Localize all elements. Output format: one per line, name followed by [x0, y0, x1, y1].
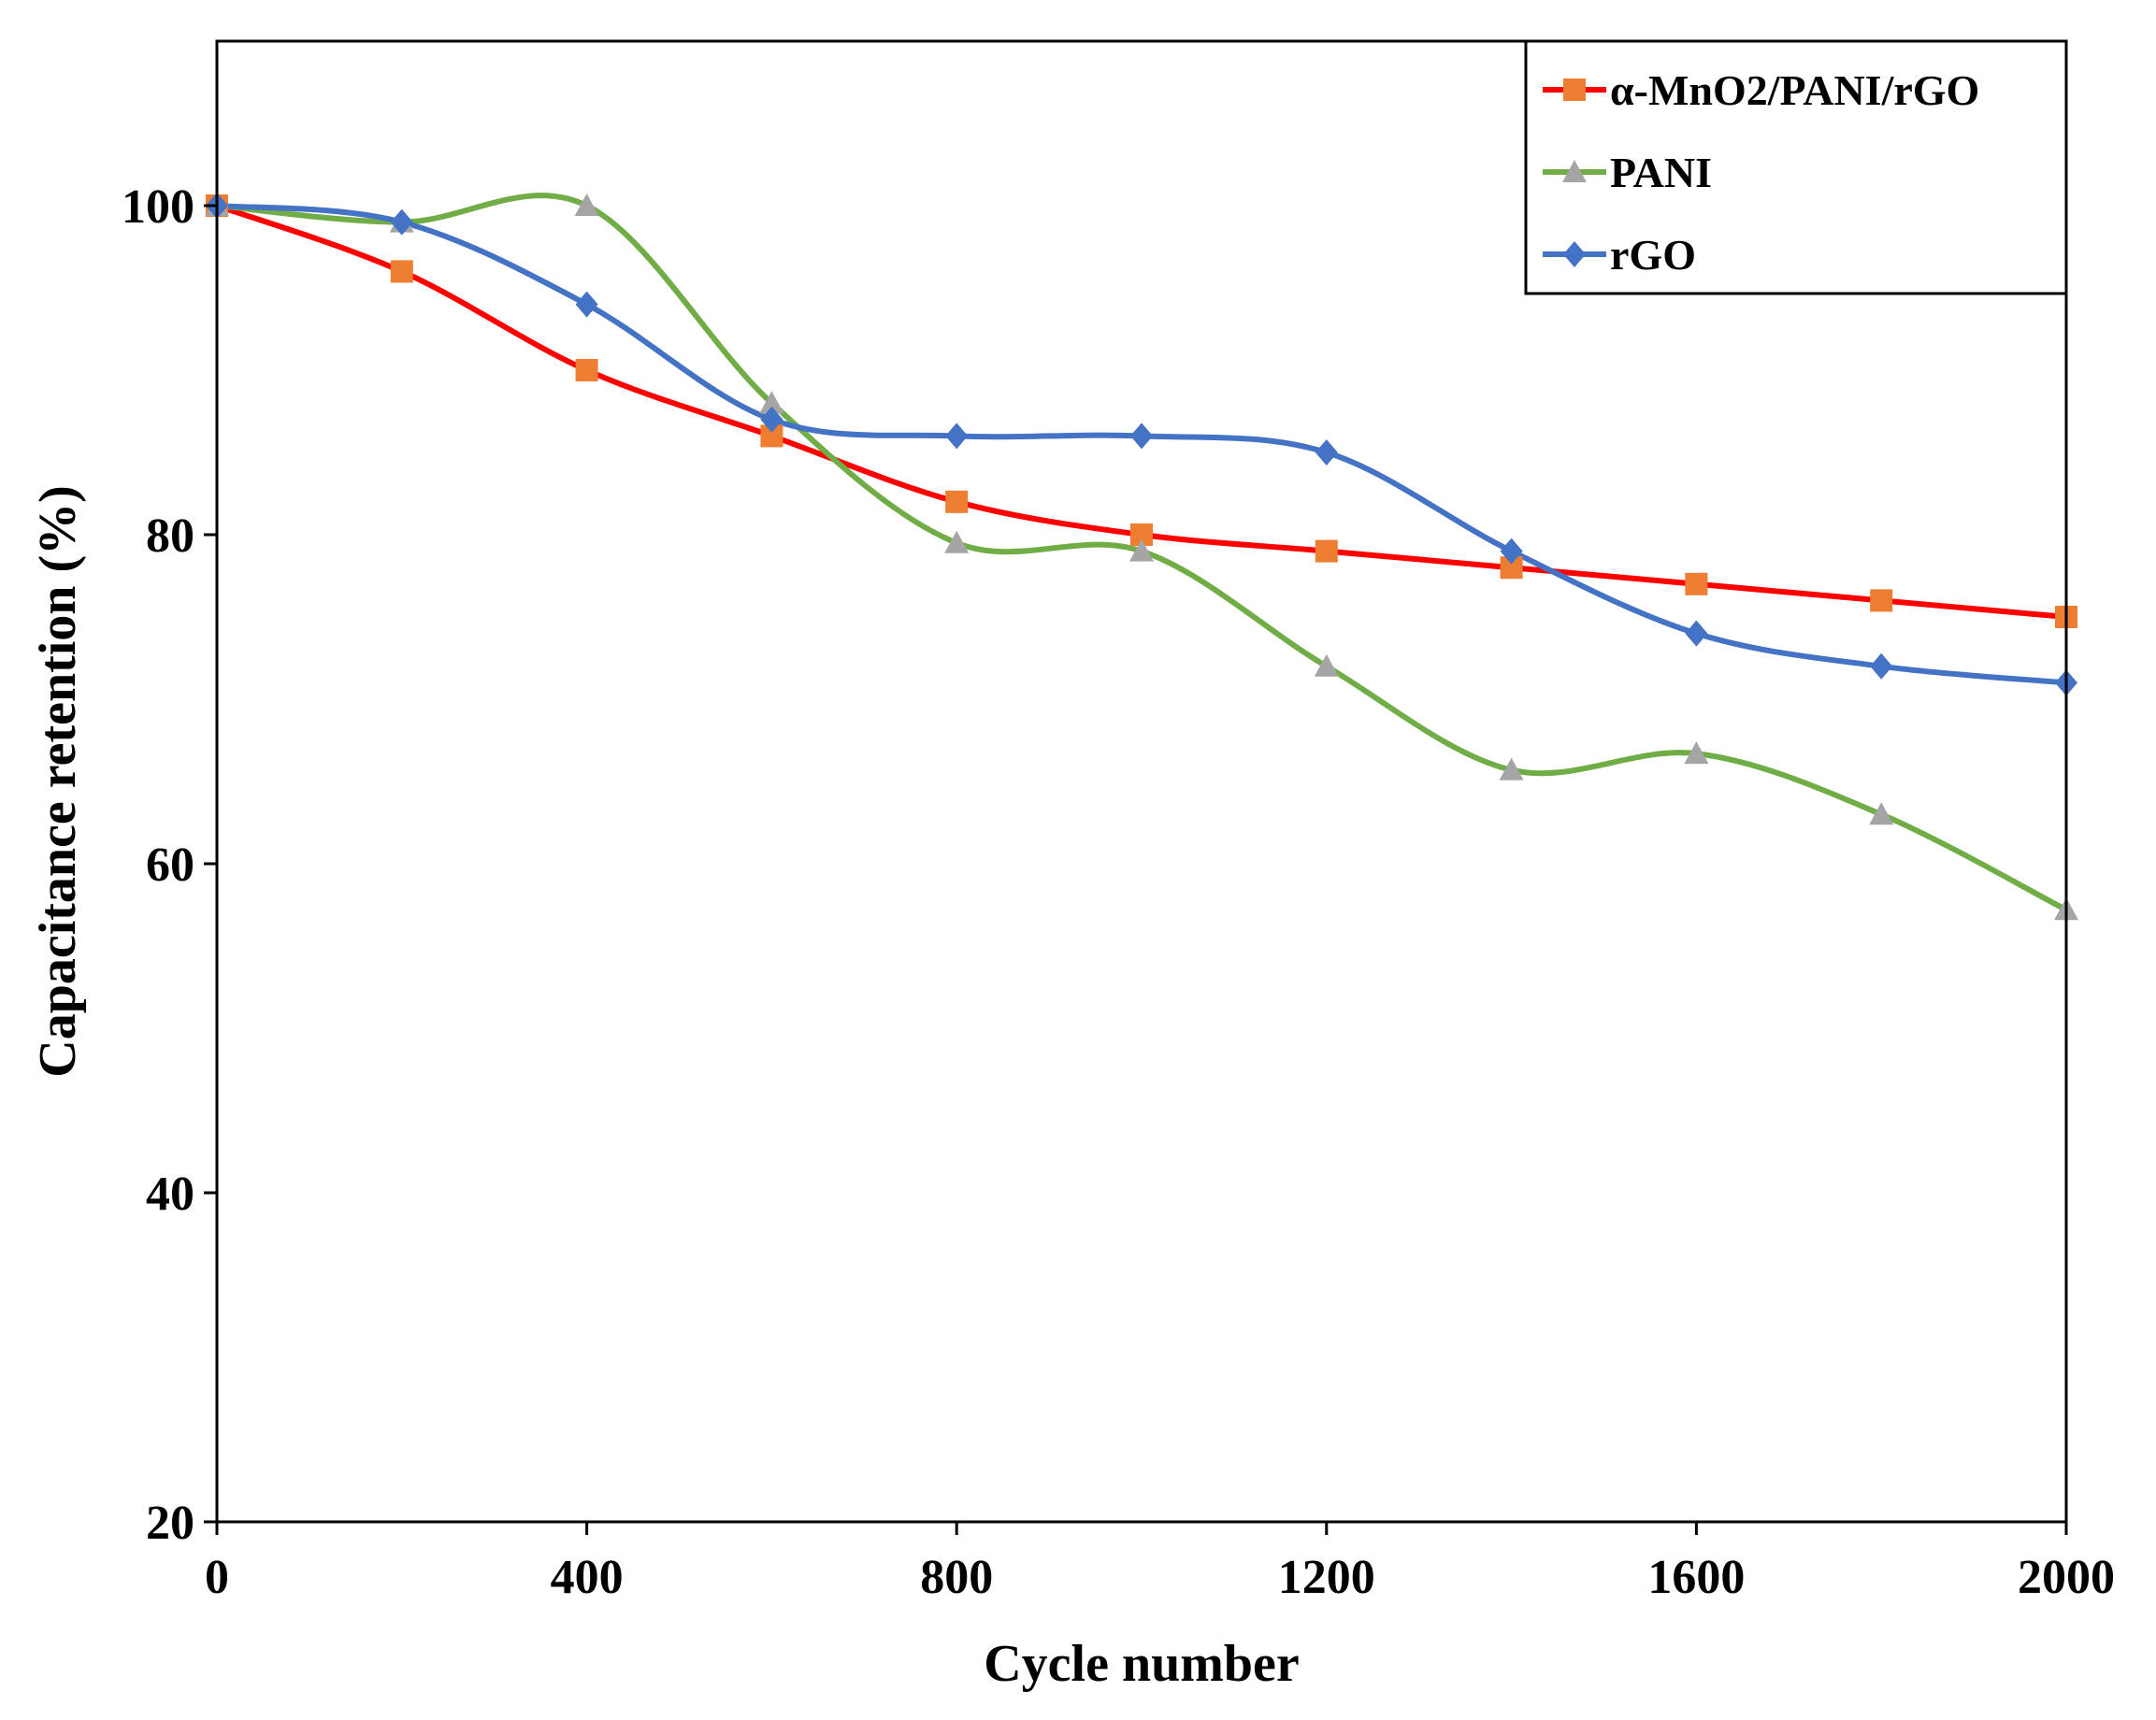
y-tick-label: 40 — [146, 1168, 194, 1221]
x-tick-label: 400 — [551, 1551, 624, 1604]
y-tick-label: 60 — [146, 838, 194, 892]
data-point — [945, 490, 969, 513]
data-point — [1315, 539, 1338, 563]
data-point — [1684, 741, 1709, 765]
data-point — [1130, 423, 1153, 450]
y-tick-label: 100 — [122, 180, 194, 234]
data-point — [575, 291, 598, 318]
data-point — [1315, 439, 1338, 466]
x-tick-label: 2000 — [2018, 1551, 2115, 1604]
data-point — [575, 359, 598, 381]
legend-label: α-MnO2/PANI/rGO — [1610, 66, 1979, 114]
legend-box — [1524, 39, 2068, 295]
data-point — [1685, 620, 1708, 647]
data-point — [760, 406, 783, 433]
data-point — [1499, 757, 1524, 781]
data-point — [390, 208, 413, 236]
legend-marker — [1563, 79, 1586, 101]
y-axis-title: Capacitance retention (%) — [29, 485, 87, 1078]
legend-marker — [1563, 241, 1586, 267]
legend-marker — [1562, 160, 1587, 182]
x-tick-label: 800 — [920, 1551, 993, 1604]
x-axis-ticks: 0 400 800 1200 1600 2000 — [205, 1522, 2115, 1604]
data-point — [944, 530, 970, 553]
data-point — [945, 423, 969, 450]
legend-label: PANI — [1610, 149, 1712, 196]
legend-label: rGO — [1610, 231, 1696, 279]
data-point — [1869, 802, 1894, 825]
data-point — [390, 260, 413, 283]
data-point — [1870, 652, 1893, 680]
data-point — [1685, 572, 1708, 595]
data-point — [1314, 653, 1339, 677]
data-point — [1870, 589, 1893, 612]
x-tick-label: 0 — [205, 1551, 229, 1604]
data-point — [759, 391, 784, 414]
data-point — [574, 194, 599, 216]
data-point — [1129, 538, 1154, 562]
x-tick-label: 1600 — [1647, 1551, 1745, 1604]
y-tick-label: 80 — [146, 509, 194, 563]
x-tick-label: 1200 — [1278, 1551, 1375, 1604]
plot-area-border — [215, 39, 2068, 1524]
data-point — [1500, 538, 1523, 565]
legend: α-MnO2/PANI/rGO PANI rGO — [1524, 39, 2068, 295]
y-axis-ticks: 20 40 60 80 100 — [122, 180, 217, 1550]
y-tick-label: 20 — [146, 1497, 194, 1550]
x-axis-title: Cycle number — [984, 1635, 1300, 1693]
